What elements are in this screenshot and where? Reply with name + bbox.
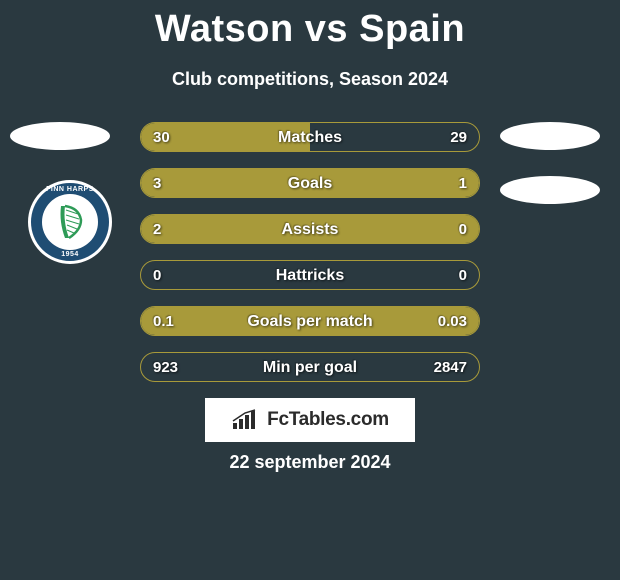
stat-row: 2Assists0	[140, 214, 480, 244]
crest-bottom-text: 1954	[31, 251, 109, 258]
club-crest: FINN HARPS 1954	[28, 180, 112, 264]
stat-value-right: 0.03	[438, 307, 467, 336]
brand-badge: FcTables.com	[205, 398, 415, 442]
stat-row: 30Matches29	[140, 122, 480, 152]
player-right-placeholder-2	[500, 176, 600, 204]
player-left-placeholder	[10, 122, 110, 150]
harp-icon	[55, 204, 85, 240]
stat-value-right: 1	[459, 169, 467, 198]
crest-top-text: FINN HARPS	[31, 186, 109, 193]
stat-label: Goals per match	[141, 307, 479, 336]
stat-value-right: 0	[459, 261, 467, 290]
stat-row: 3Goals1	[140, 168, 480, 198]
page-subtitle: Club competitions, Season 2024	[0, 69, 620, 90]
stat-row: 0.1Goals per match0.03	[140, 306, 480, 336]
stat-value-right: 29	[450, 123, 467, 152]
stat-label: Min per goal	[141, 353, 479, 382]
stat-value-right: 0	[459, 215, 467, 244]
date-label: 22 september 2024	[0, 452, 620, 473]
page-title: Watson vs Spain	[0, 0, 620, 51]
stat-label: Matches	[141, 123, 479, 152]
player-right-placeholder-1	[500, 122, 600, 150]
stat-value-right: 2847	[434, 353, 467, 382]
brand-chart-icon	[231, 409, 261, 431]
stats-panel: 30Matches293Goals12Assists00Hattricks00.…	[140, 122, 480, 398]
stat-row: 923Min per goal2847	[140, 352, 480, 382]
stat-row: 0Hattricks0	[140, 260, 480, 290]
stat-label: Assists	[141, 215, 479, 244]
stat-label: Goals	[141, 169, 479, 198]
brand-text: FcTables.com	[267, 409, 389, 431]
stat-label: Hattricks	[141, 261, 479, 290]
